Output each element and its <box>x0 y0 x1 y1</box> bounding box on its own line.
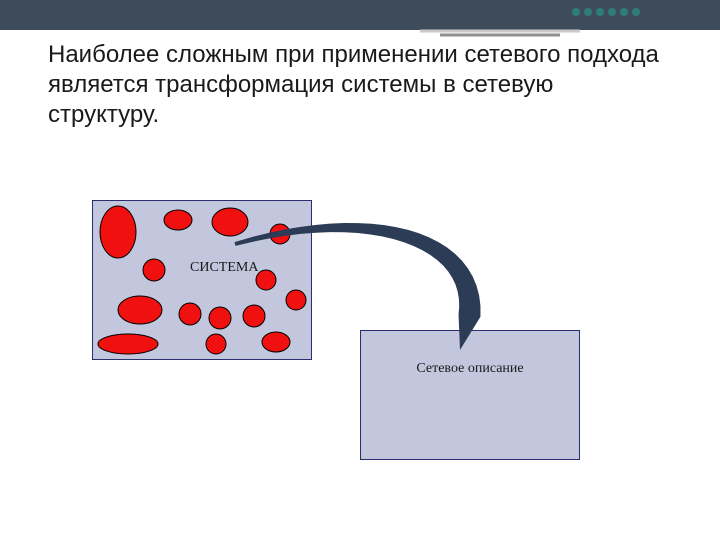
slide-stage: Наиболее сложным при применении сетевого… <box>0 0 720 540</box>
transform-arrow <box>0 0 720 540</box>
arrow-shape <box>234 223 480 350</box>
